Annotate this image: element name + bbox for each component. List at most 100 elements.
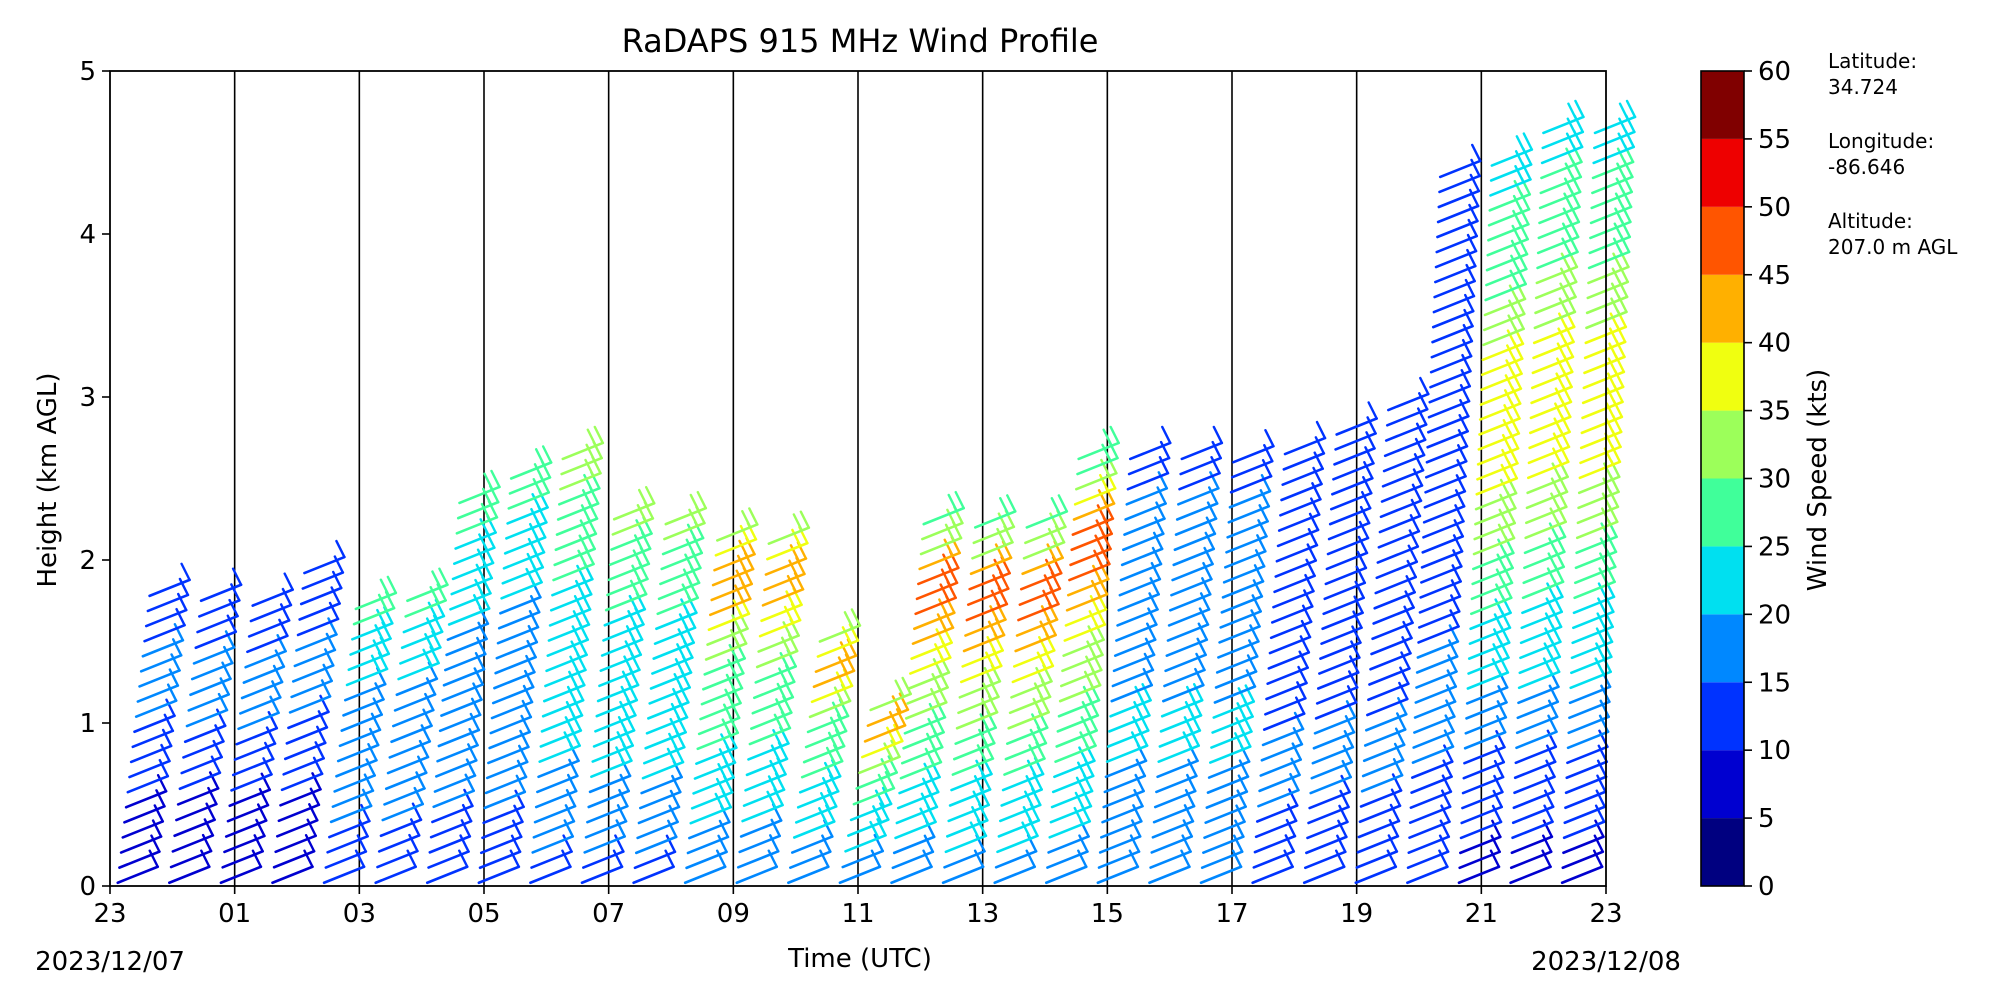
- wind-barb: [1179, 456, 1222, 476]
- wind-barb-flag: [670, 702, 682, 722]
- wind-barb: [1429, 369, 1472, 389]
- wind-barb: [789, 850, 832, 869]
- wind-barb: [1115, 623, 1158, 642]
- wind-barb-flag: [367, 743, 378, 762]
- wind-barb-flag: [729, 629, 741, 648]
- wind-barb-flag: [527, 537, 539, 557]
- wind-barb: [1386, 392, 1430, 412]
- colorbar-swatch: [1701, 206, 1744, 275]
- wind-barb-flag: [942, 553, 953, 572]
- wind-barb-flag: [676, 643, 687, 662]
- wind-barb: [431, 804, 474, 824]
- y-axis-label: Height (km AGL): [33, 372, 63, 587]
- wind-barb: [1096, 865, 1140, 885]
- wind-barb-flag: [1258, 504, 1269, 523]
- wind-barb: [1561, 850, 1605, 870]
- wind-barb: [295, 633, 338, 652]
- wind-barb: [221, 850, 264, 869]
- wind-barb-flag: [172, 638, 183, 657]
- wind-barb: [437, 728, 481, 748]
- wind-barb: [1332, 462, 1375, 481]
- wind-barb-flag: [825, 746, 837, 766]
- wind-barb: [791, 835, 834, 854]
- wind-barb-flag: [586, 428, 598, 447]
- wind-barb-flag: [839, 641, 851, 660]
- wind-barb: [1217, 640, 1260, 659]
- wind-barb-flag: [736, 554, 748, 574]
- hour-gridlines: [233, 71, 1483, 886]
- wind-barb: [1230, 459, 1274, 479]
- wind-barb: [383, 787, 426, 806]
- wind-barb: [533, 804, 577, 824]
- wind-barb: [1370, 636, 1413, 656]
- wind-barb: [586, 804, 629, 824]
- wind-barb: [485, 760, 529, 780]
- wind-barb-flag: [954, 490, 965, 510]
- x-tick-label: 03: [343, 899, 376, 929]
- wind-barb: [479, 835, 523, 855]
- wind-barb: [1406, 865, 1449, 885]
- wind-barb-flag: [370, 654, 382, 673]
- wind-barb: [1320, 626, 1363, 645]
- wind-barb-flag: [895, 708, 907, 727]
- wind-barb: [275, 818, 319, 838]
- wind-barb-flag: [155, 789, 166, 808]
- wind-barb-flag: [509, 849, 521, 868]
- wind-barb-flag: [939, 583, 950, 602]
- y-tick-label: 2: [79, 546, 96, 576]
- wind-barb-flag: [870, 849, 882, 868]
- wind-barb: [1515, 715, 1559, 735]
- wind-barb-flag: [1359, 505, 1371, 525]
- wind-barb-flag: [669, 717, 680, 737]
- colorbar-tick-label: 0: [1758, 872, 1775, 902]
- wind-barb-flag: [1254, 549, 1266, 568]
- wind-barb: [1363, 728, 1407, 747]
- wind-barb: [1327, 521, 1371, 541]
- wind-barb-flag: [850, 608, 862, 627]
- wind-barb-flag: [231, 567, 243, 586]
- wind-barb-flag: [946, 508, 957, 528]
- wind-barb: [1174, 517, 1218, 536]
- wind-barb: [890, 865, 933, 885]
- wind-barb: [427, 850, 470, 869]
- wind-barb-flag: [665, 834, 677, 853]
- wind-barb: [1163, 668, 1206, 688]
- wind-barb: [1103, 774, 1147, 794]
- wind-barb: [198, 599, 241, 618]
- wind-barb-flag: [372, 639, 383, 658]
- wind-barb: [1432, 294, 1476, 314]
- wind-barb-flag: [718, 748, 730, 767]
- wind-barb: [1104, 759, 1148, 779]
- wind-barb: [583, 835, 626, 854]
- colorbar-swatch: [1701, 478, 1744, 547]
- wind-barb: [1335, 417, 1378, 436]
- wind-barb-flag: [148, 849, 159, 868]
- wind-barb: [739, 819, 783, 838]
- wind-barb: [282, 757, 325, 776]
- wind-barb-flag: [1350, 640, 1361, 659]
- wind-barb-flag: [1346, 685, 1358, 704]
- colorbar-tick-label: 15: [1758, 668, 1791, 698]
- wind-barb-flag: [515, 774, 527, 794]
- wind-barb: [299, 586, 343, 606]
- wind-barb-flag: [1249, 624, 1260, 643]
- wind-barb: [146, 593, 190, 613]
- wind-barb: [246, 634, 289, 654]
- wind-barb: [1460, 805, 1504, 825]
- wind-barb-flag: [528, 522, 540, 542]
- wind-barb: [442, 667, 486, 687]
- start-date-label: 2023/12/07: [35, 947, 185, 977]
- wind-barb: [1430, 339, 1474, 359]
- wind-barb-flag: [1234, 819, 1245, 838]
- wind-barb-flag: [728, 643, 739, 663]
- wind-barb: [288, 695, 332, 714]
- colorbar-tick-label: 5: [1758, 804, 1775, 834]
- colorbar-swatch: [1701, 818, 1744, 886]
- wind-barb: [1364, 712, 1408, 732]
- wind-barb-flag: [527, 624, 539, 644]
- wind-barb-flag: [688, 508, 699, 528]
- wind-barb-flag: [938, 598, 949, 617]
- wind-barb: [489, 715, 533, 735]
- wind-barb-flag: [668, 804, 679, 824]
- wind-barb: [119, 835, 163, 854]
